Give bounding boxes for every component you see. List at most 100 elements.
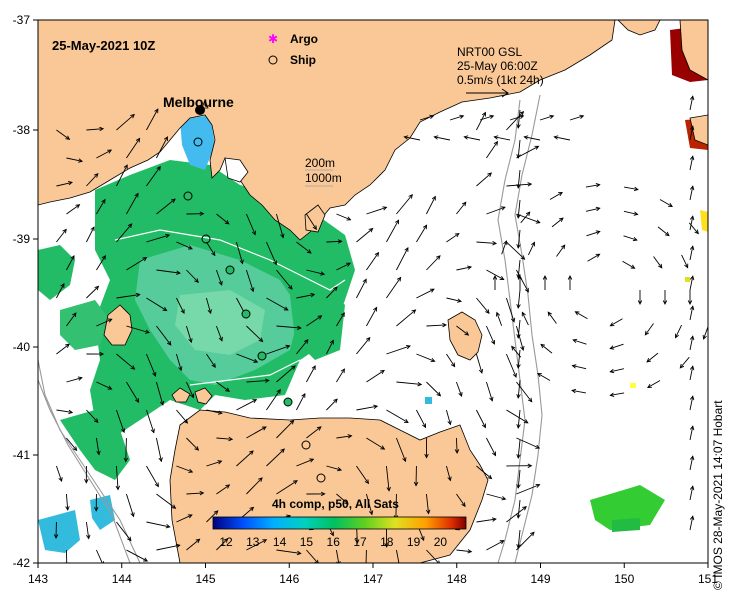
current-arrow [403,135,421,141]
current-arrow [486,540,505,551]
current-arrow [155,381,165,406]
current-arrow [585,206,601,212]
y-tick-label: -40 [13,340,31,354]
current-arrow [206,241,216,257]
current-arrow [454,437,460,454]
colorbar-tick-label: 16 [327,535,341,549]
ship-symbol-icon [268,55,278,65]
current-arrow [296,392,306,411]
current-arrow [424,437,429,459]
current-arrow [306,491,326,497]
current-arrow [662,290,668,305]
current-info-line3: 0.5m/s (1kt 24h) [457,73,544,87]
current-arrow [296,292,316,299]
current-info-line2: 25-May 06:00Z [457,59,538,73]
current-arrow [386,219,400,243]
current-arrow [126,549,149,562]
current-arrow [336,434,353,439]
current-arrow [56,180,73,187]
current-arrow [516,139,521,159]
current-arrow [646,352,659,363]
current-arrow [156,493,177,509]
colorbar-tick-label: 20 [434,535,448,549]
argo-label: Argo [290,32,318,46]
current-arrow [623,235,638,242]
current-arrow [689,125,695,141]
current-arrow [306,315,323,327]
current-arrow [485,381,494,402]
current-arrow [456,265,473,271]
current-arrow [609,343,624,350]
contour-label-1000m: 1000m [305,171,342,185]
current-arrow [246,477,263,495]
current-arrow [85,521,91,540]
current-arrow [446,233,460,243]
current-arrow [516,145,540,159]
current-arrow [689,155,695,171]
current-arrow [539,114,555,121]
current-arrow [296,458,315,467]
current-arrow [479,114,495,121]
current-arrow [689,395,695,411]
current-arrow [116,521,132,542]
current-arrow [176,465,194,473]
current-arrow [476,297,490,314]
colorbar-gradient [212,516,467,530]
current-arrow [446,297,463,303]
contour-label-200m: 200m [305,156,335,170]
current-arrow [266,241,277,266]
current-arrow [689,275,695,291]
current-arrow [446,353,456,368]
current-arrow [146,521,171,529]
current-arrow [569,114,585,121]
current-arrow [516,229,521,249]
current-arrow [476,409,486,429]
current-arrow [56,343,70,355]
current-arrow [476,465,493,480]
current-arrow [296,241,312,254]
x-axis: 143 144 145 146 147 148 149 150 151 [28,563,718,586]
current-arrow [476,517,497,523]
current-arrow [540,343,553,354]
current-arrow [216,436,234,442]
current-arrow [396,437,407,463]
current-arrow [216,381,230,392]
current-arrow [516,437,541,449]
current-arrow [622,260,636,269]
current-arrow [56,228,67,243]
current-arrow [516,483,541,495]
current-arrow [516,469,521,489]
x-tick-label: 146 [279,572,299,586]
ship-label: Ship [290,53,316,67]
current-arrow [186,437,200,451]
current-arrow [551,217,564,228]
current-arrow [395,549,400,563]
current-arrow [571,388,586,394]
current-arrow [516,259,521,279]
current-arrow [515,325,525,351]
current-arrow [116,223,133,243]
current-arrow [185,325,193,344]
current-arrow [276,549,302,556]
y-tick-label: -41 [13,448,31,462]
current-arrow [123,437,129,463]
current-arrow [537,373,551,381]
current-arrow [386,409,409,424]
melbourne-marker [195,105,205,115]
colorbar-tick-label: 18 [380,535,394,549]
current-arrow [66,204,81,215]
current-arrow [416,409,427,429]
current-arrow [486,206,506,215]
scale-arrowhead-icon [501,88,509,98]
bathymetry-contours [38,94,543,563]
current-arrow [516,319,521,339]
current-arrow [475,353,484,374]
current-arrow [516,499,521,519]
current-arrow [86,126,105,132]
current-arrow [246,213,256,236]
current-arrow [356,404,379,411]
current-arrow [126,381,140,403]
current-arrow [146,465,159,488]
current-arrow [276,365,296,383]
